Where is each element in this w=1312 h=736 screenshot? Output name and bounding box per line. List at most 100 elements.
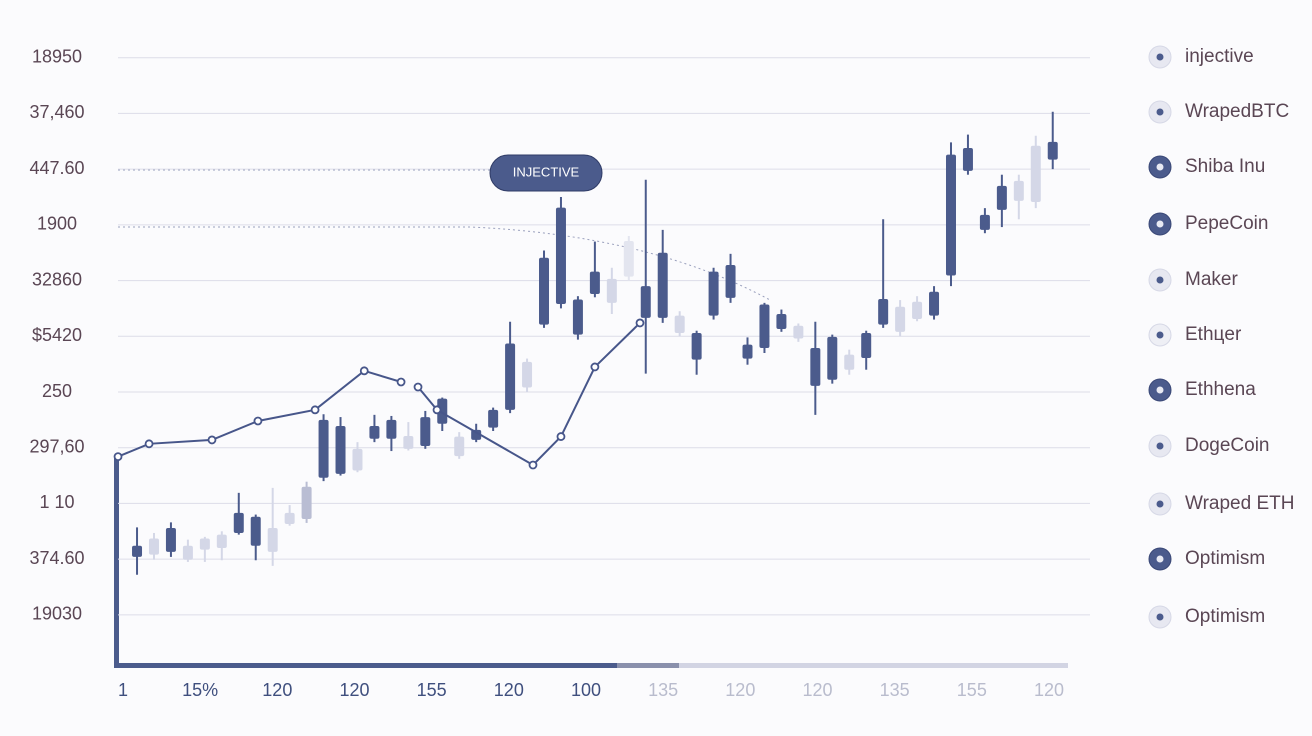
candle-body [657, 252, 668, 318]
legend-label: Wraped ETH [1185, 493, 1294, 514]
candle-body [216, 534, 227, 548]
candle-body [148, 538, 159, 555]
line-point [432, 405, 442, 415]
x-tick-label: 120 [802, 680, 832, 700]
legend-glyph [1156, 163, 1164, 171]
guide-curve [118, 226, 771, 301]
line-point [635, 318, 645, 328]
candle-body [996, 185, 1007, 210]
candle-body [776, 314, 787, 330]
line-point [253, 416, 263, 426]
x-tick-label: 155 [417, 680, 447, 700]
candle-body [827, 336, 838, 380]
legend-label: Optimism [1185, 548, 1265, 569]
candle-body [1030, 145, 1041, 203]
y-tick-label: 1900 [37, 214, 77, 234]
y-tick-label: 447.60 [29, 158, 84, 178]
x-tick-label: 15% [182, 680, 218, 700]
line-point [359, 366, 369, 376]
candle-body [437, 398, 448, 424]
candle-body [979, 214, 990, 230]
grid: 18950 37,460 447.60 1900 32860 $5420 250 297,60… [29, 46, 1090, 700]
candle-body [742, 344, 753, 359]
candle-body [623, 241, 634, 277]
legend-glyph [1156, 555, 1164, 563]
candle-body [233, 512, 244, 533]
legend-label: WrapedBTC [1185, 101, 1289, 122]
candle-body [284, 512, 295, 525]
candle-body [352, 448, 363, 471]
x-tick-label: 155 [957, 680, 987, 700]
line-point [413, 382, 423, 392]
legend-label: PepeCoin [1185, 213, 1268, 234]
candle-body [640, 286, 651, 318]
candle-body [250, 516, 261, 546]
line-point [528, 460, 538, 470]
candle-body [454, 436, 465, 457]
y-tick-label: 32860 [32, 269, 82, 289]
y-tick-label: 297,60 [29, 436, 84, 456]
candle-body [691, 332, 702, 360]
candle-body [589, 271, 600, 294]
legend-glyph [1156, 108, 1164, 116]
legend-label: DogeCoin [1185, 435, 1270, 456]
candle-body [674, 315, 685, 333]
legend-label: Ethцer [1185, 324, 1242, 345]
line-point [113, 452, 123, 462]
candle-body [182, 545, 193, 560]
candle-body [403, 436, 414, 449]
candle-body [1013, 180, 1024, 201]
y-tick-label: 18950 [32, 46, 82, 66]
x-axis-bar [679, 663, 1068, 668]
y-tick-label: 250 [42, 381, 72, 401]
candle-body [725, 264, 736, 298]
plot [113, 111, 1058, 575]
legend-glyph [1156, 500, 1164, 508]
legend-glyph [1156, 386, 1164, 394]
line-point [310, 405, 320, 415]
candle-body [1047, 141, 1058, 160]
candle-body [267, 527, 278, 552]
candle-body [522, 361, 533, 388]
x-tick-label: 135 [648, 680, 678, 700]
candle-body [912, 301, 923, 320]
candle-body [132, 545, 143, 557]
candle-body [844, 354, 855, 370]
candle-body [759, 304, 770, 348]
candle-body [962, 147, 973, 171]
legend-glyph [1156, 276, 1164, 284]
legend-glyph [1156, 613, 1164, 621]
legend-glyph [1156, 442, 1164, 450]
y-tick-label: 1 10 [39, 492, 74, 512]
candle-body [369, 425, 380, 439]
candle-body [165, 527, 176, 552]
y-tick-label: $5420 [32, 325, 82, 345]
x-tick-label: 135 [880, 680, 910, 700]
candle-body [505, 343, 516, 410]
candle-body [386, 419, 397, 439]
legend-glyph [1156, 331, 1164, 339]
line-series [117, 369, 402, 458]
x-tick-label: 120 [494, 680, 524, 700]
candle-body [539, 257, 550, 325]
legend-label: Shiba Inu [1185, 156, 1265, 177]
candle-body [318, 419, 329, 478]
x-axis-bar [114, 663, 617, 668]
candle-body [199, 538, 210, 550]
x-axis-bar [617, 663, 679, 668]
candle-body [335, 425, 346, 474]
candle-body [471, 429, 482, 440]
candle-body [420, 417, 431, 447]
legend-glyph [1156, 220, 1164, 228]
candle-body [301, 486, 312, 520]
line-point [396, 377, 406, 387]
annotation: INJECTIVE [513, 164, 580, 179]
candle-body [861, 332, 872, 359]
y-tick-label: 37,460 [29, 102, 84, 122]
candle-body [895, 306, 906, 332]
y-tick-label: 374.60 [29, 548, 84, 568]
candle-body [929, 291, 940, 316]
x-tick-label: 120 [262, 680, 292, 700]
y-axis-bar [114, 457, 119, 668]
x-tick-label: 1 [118, 680, 128, 700]
